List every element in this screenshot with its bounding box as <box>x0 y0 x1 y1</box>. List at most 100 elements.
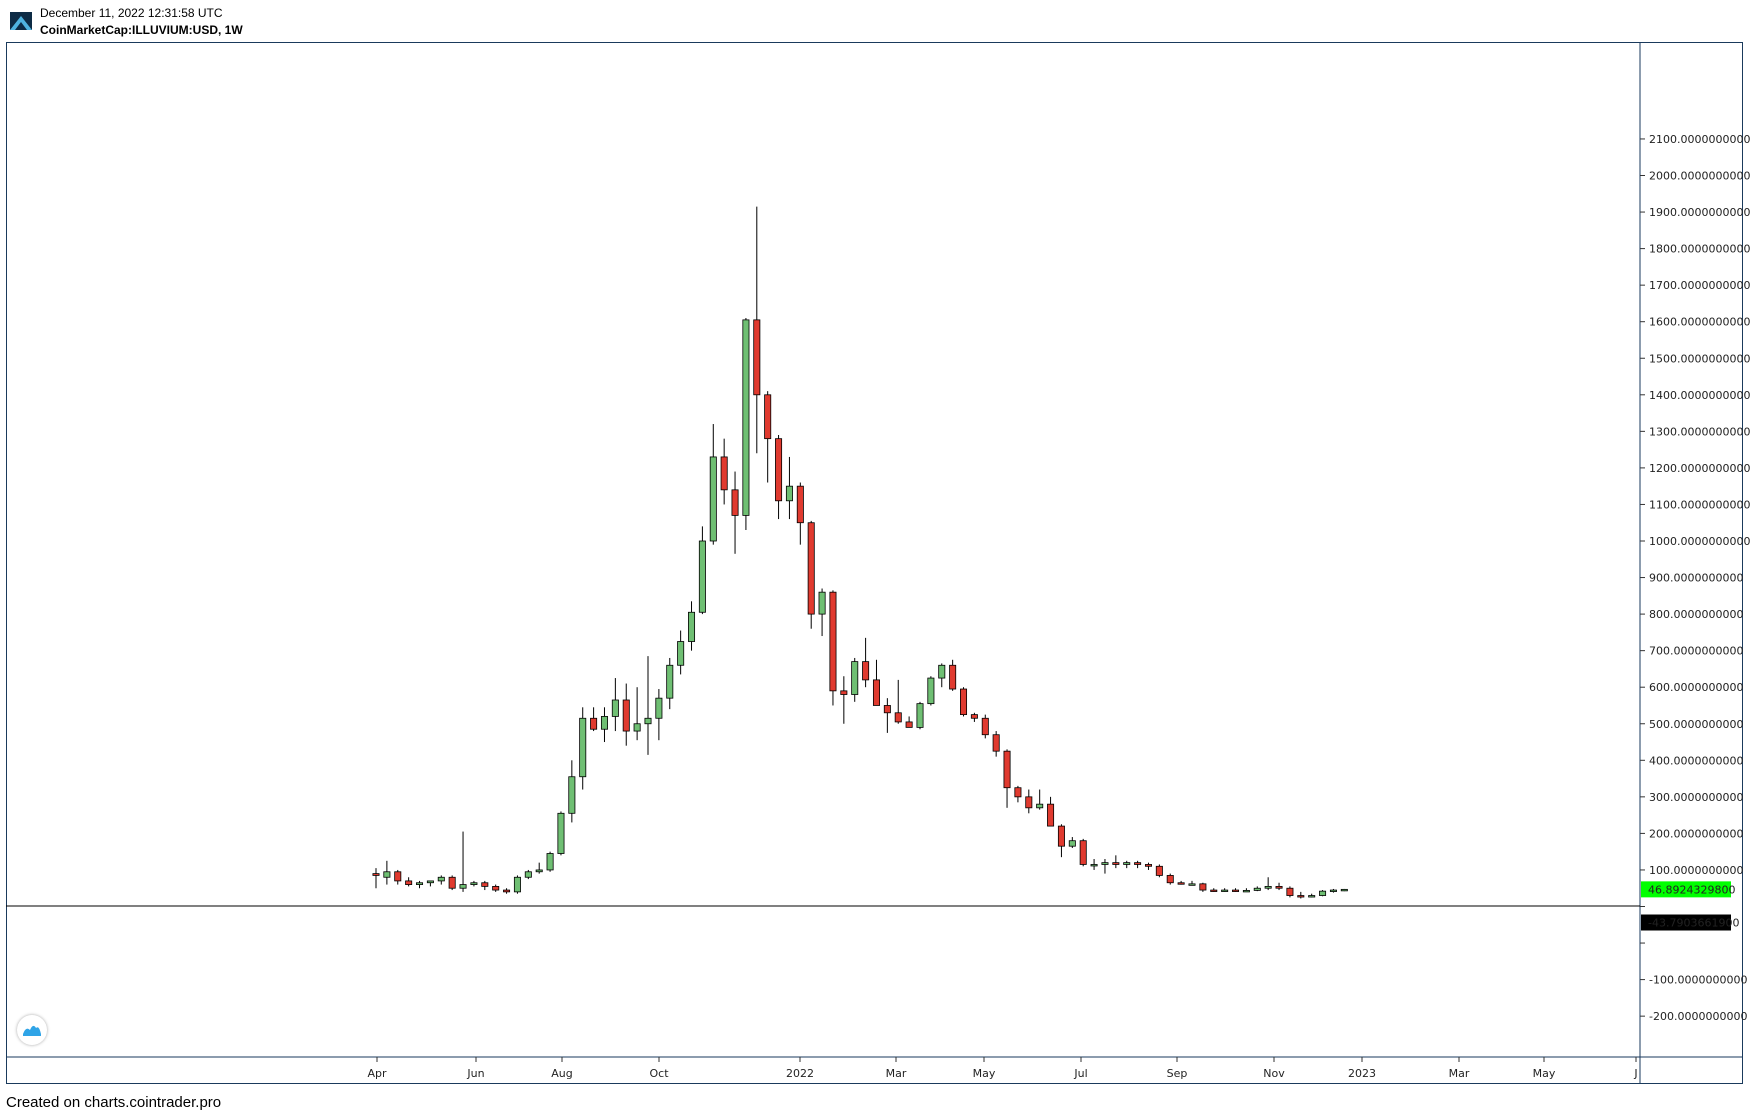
candle-body <box>1134 862 1142 865</box>
candle-body <box>720 456 728 491</box>
crosshair-price-badge <box>1641 914 1731 931</box>
candle-body <box>600 716 608 730</box>
chart-frame[interactable] <box>6 42 1743 1084</box>
y-tick-label: 1800.0000000000 <box>1649 243 1750 256</box>
x-tick-label: Nov <box>1263 1067 1285 1080</box>
candle-body <box>927 677 935 705</box>
candle-body <box>709 456 717 542</box>
candle-body <box>394 871 402 882</box>
candle-body <box>1079 840 1087 865</box>
y-tick-label: 200.0000000000 <box>1649 827 1743 840</box>
footer-credit: Created on charts.cointrader.pro <box>6 1094 222 1111</box>
candle-body <box>372 873 380 876</box>
candle-body <box>981 717 989 736</box>
candle-body <box>1155 865 1163 876</box>
candle-body <box>970 714 978 719</box>
candle-body <box>731 489 739 516</box>
candle-body <box>1286 887 1294 896</box>
y-tick-label: 500.0000000000 <box>1649 718 1743 731</box>
candle-body <box>1297 895 1305 898</box>
candle-body <box>503 889 511 893</box>
candle-body <box>785 485 793 502</box>
candle-body <box>426 880 434 884</box>
candle-body <box>1112 862 1120 865</box>
candle-body <box>840 690 848 695</box>
candle-body <box>1188 883 1196 886</box>
candle-body <box>1090 864 1098 867</box>
candle-body <box>633 723 641 732</box>
candle-body <box>764 394 772 440</box>
candle-body <box>949 664 957 690</box>
candle-body <box>1232 889 1240 892</box>
x-tick-label: Sep <box>1167 1067 1188 1080</box>
candle-body <box>1123 862 1131 865</box>
candle-body <box>611 699 619 717</box>
crosshair-price-label: -43.7903661900 <box>1648 917 1739 930</box>
candle-body <box>698 540 706 613</box>
candle-body <box>807 522 815 615</box>
candle-body <box>818 591 826 615</box>
candle-body <box>1057 825 1065 847</box>
candle-body <box>1319 890 1327 896</box>
candle-body <box>622 699 630 732</box>
candle-body <box>905 721 913 728</box>
candle-body <box>992 734 1000 752</box>
chart-timestamp: December 11, 2022 12:31:58 UTC <box>40 6 223 20</box>
x-tick-label: Apr <box>367 1067 387 1080</box>
candle-body <box>579 717 587 778</box>
candle-body <box>1144 864 1152 867</box>
candle-body <box>688 611 696 642</box>
cointrader-logo-icon <box>10 12 32 30</box>
candle-body <box>524 871 532 878</box>
x-tick-label: Jun <box>466 1067 484 1080</box>
candle-body <box>1177 882 1185 885</box>
y-tick-label: 1300.0000000000 <box>1649 425 1750 438</box>
y-tick-label: 1900.0000000000 <box>1649 206 1750 219</box>
candle-body <box>1253 887 1261 891</box>
candle-body <box>796 485 804 524</box>
x-tick-label: Aug <box>551 1067 572 1080</box>
x-tick-label: Jul <box>1073 1067 1087 1080</box>
candle-body <box>1308 895 1316 898</box>
y-tick-label: -200.0000000000 <box>1649 1010 1747 1023</box>
y-tick-label: 1400.0000000000 <box>1649 389 1750 402</box>
candle-body <box>1329 889 1337 892</box>
y-tick-label: 1700.0000000000 <box>1649 279 1750 292</box>
candle-body <box>1025 796 1033 809</box>
candle-body <box>1275 885 1283 889</box>
y-tick-label: 300.0000000000 <box>1649 791 1743 804</box>
candle-body <box>535 869 543 873</box>
candle-body <box>894 712 902 723</box>
candle-body <box>960 688 968 716</box>
y-tick-label: 800.0000000000 <box>1649 608 1743 621</box>
candle-body <box>1003 750 1011 789</box>
y-tick-label: 600.0000000000 <box>1649 681 1743 694</box>
candle-body <box>492 885 500 891</box>
candle-body <box>851 661 859 695</box>
x-tick-label: Mar <box>886 1067 907 1080</box>
y-tick-label: 400.0000000000 <box>1649 754 1743 767</box>
candle-body <box>590 717 598 730</box>
candle-body <box>1036 803 1044 809</box>
y-tick-label: 1200.0000000000 <box>1649 462 1750 475</box>
y-tick-label: -100.0000000000 <box>1649 974 1747 987</box>
candle-body <box>1068 840 1076 847</box>
candle-body <box>405 880 413 885</box>
candle-body <box>1047 803 1055 827</box>
candle-body <box>481 882 489 887</box>
y-tick-label: 1100.0000000000 <box>1649 498 1750 511</box>
candle-body <box>753 319 761 396</box>
x-tick-label: May <box>1533 1067 1556 1080</box>
chart-header: December 11, 2022 12:31:58 UTC CoinMarke… <box>0 0 1750 42</box>
candle-body <box>1210 889 1218 892</box>
candle-body <box>666 664 674 699</box>
current-price-badge <box>1641 881 1731 898</box>
chart-symbol: CoinMarketCap:ILLUVIUM:USD, 1W <box>40 23 243 37</box>
candle-body <box>383 871 391 878</box>
x-tick-label: Oct <box>649 1067 669 1080</box>
x-tick-label: Mar <box>1449 1067 1470 1080</box>
candle-body <box>775 438 783 502</box>
y-tick-label: 2100.0000000000 <box>1649 133 1750 146</box>
y-tick-label: 100.0000000000 <box>1649 864 1743 877</box>
